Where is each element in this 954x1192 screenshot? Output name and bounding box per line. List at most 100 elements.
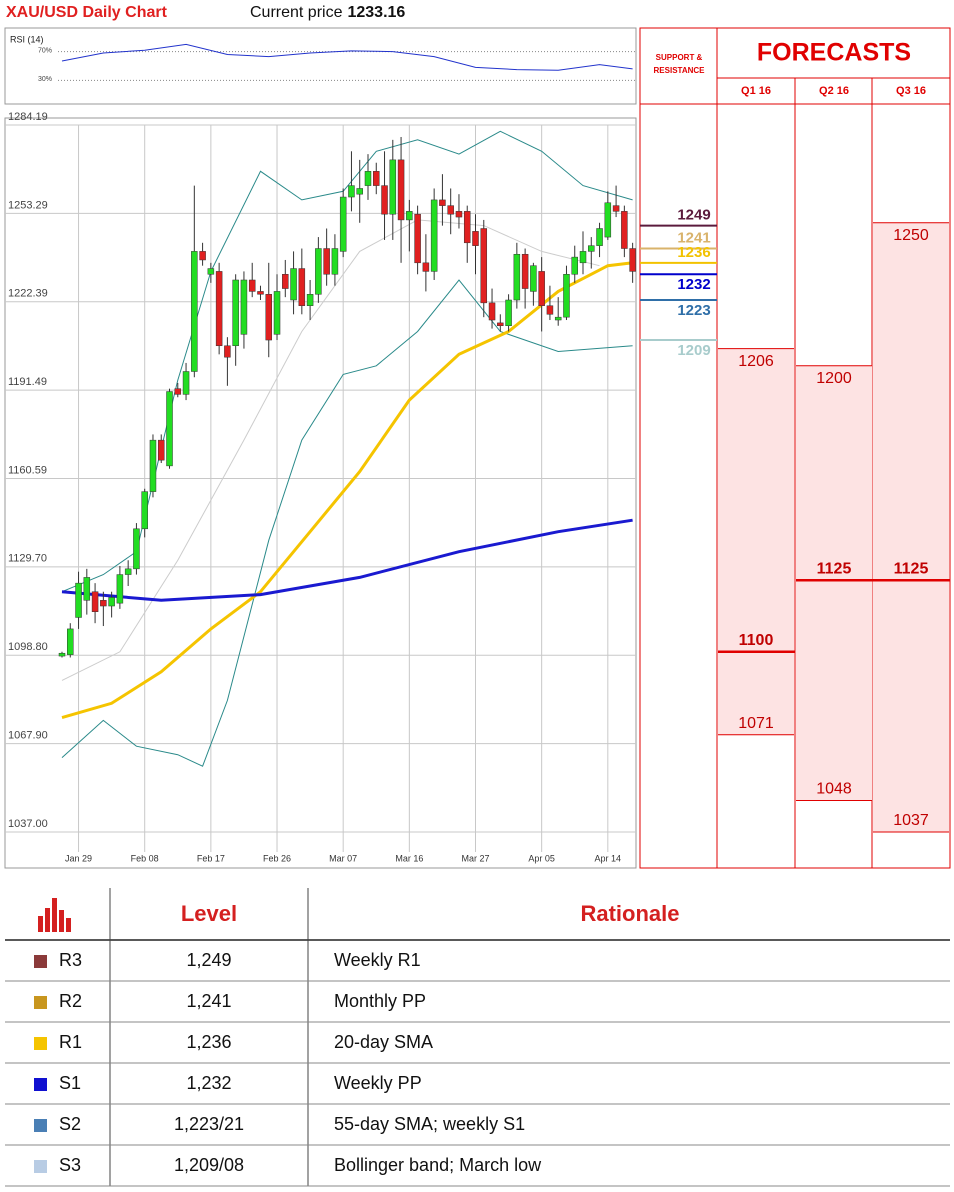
x-tick-label: Apr 05 [528, 853, 555, 863]
level-name: S2 [59, 1114, 81, 1134]
y-tick-label: 1191.49 [8, 376, 47, 388]
candle-body [141, 491, 148, 530]
candle-body [447, 205, 454, 215]
candle-body [67, 628, 74, 655]
level-value: 1,232 [186, 1073, 231, 1093]
candle-body [232, 279, 239, 347]
candle-body [373, 171, 380, 186]
candle-body [406, 211, 413, 221]
candle-body [298, 268, 306, 306]
candle-body [91, 591, 99, 612]
rsi-line [61, 43, 633, 71]
x-tick-label: Apr 14 [595, 853, 622, 863]
forecast-title: FORECASTS [757, 39, 911, 67]
candle-body [124, 568, 132, 575]
x-tick-label: Mar 27 [461, 853, 489, 863]
level-name: R3 [59, 950, 82, 970]
candle-body [290, 268, 297, 301]
candle-body [207, 268, 215, 275]
rsi-label: RSI (14) [10, 34, 44, 44]
level-swatch [34, 1037, 47, 1050]
y-tick-label: 1098.80 [8, 641, 48, 653]
y-tick-label: 1222.39 [8, 288, 48, 300]
candle-body [530, 265, 537, 292]
price-label: Current price 1233.16 [250, 4, 405, 21]
forecast-range [796, 365, 872, 801]
candle-body [588, 245, 595, 252]
candle-body [331, 248, 339, 275]
quarter-label: Q3 16 [896, 85, 926, 97]
candle-body [306, 294, 314, 306]
candle-body [248, 279, 256, 292]
candle-body [488, 302, 496, 321]
candle-body [182, 371, 190, 395]
chart-title: XAU/USD Daily Chart [6, 4, 168, 21]
candle-body [315, 248, 322, 295]
candle-body [75, 582, 82, 618]
forecast-range [718, 348, 794, 735]
table-icon [38, 898, 71, 932]
rsi-tick-label: 70% [38, 47, 52, 54]
rsi-tick-label: 30% [38, 76, 52, 83]
candle-body [273, 291, 281, 335]
level-label: 1249 [677, 207, 710, 224]
candle-body [579, 251, 587, 264]
y-tick-label: 1067.90 [8, 729, 48, 741]
forecast-low-label: 1048 [816, 781, 852, 798]
x-tick-label: Mar 16 [395, 853, 423, 863]
candle-body [554, 316, 562, 321]
y-tick-label: 1284.19 [8, 111, 48, 123]
level-value: 1,236 [186, 1032, 231, 1052]
candle-body [480, 228, 488, 304]
candle-body [596, 228, 603, 246]
level-value: 1,241 [186, 991, 231, 1011]
quarter-label: Q2 16 [819, 85, 849, 97]
candle-body [381, 185, 388, 215]
candle-body [513, 253, 521, 301]
level-name: S3 [59, 1155, 81, 1175]
candle-body [571, 256, 578, 275]
candle-body [612, 205, 620, 212]
forecast-high-label: 1200 [816, 370, 852, 387]
rsi-frame [4, 27, 637, 105]
indicator-line [61, 219, 600, 681]
forecast-high-label: 1250 [893, 227, 929, 244]
candle-body [629, 248, 636, 272]
x-tick-label: Feb 08 [131, 853, 159, 863]
candle-body [339, 196, 347, 252]
x-tick-label: Jan 29 [65, 853, 92, 863]
y-tick-label: 1253.29 [8, 199, 48, 211]
candle-body [463, 211, 471, 244]
candle-body [356, 188, 363, 195]
forecast-median-label: 1125 [817, 561, 852, 578]
candle-body [265, 294, 272, 341]
candle-body [497, 322, 504, 326]
candle-body [364, 171, 372, 186]
candle-body [116, 574, 124, 604]
y-tick-label: 1129.70 [8, 553, 47, 565]
y-tick-label: 1037.00 [8, 818, 48, 830]
forecast-median-label: 1100 [739, 632, 774, 649]
candle-body [224, 345, 231, 358]
price-caption: Current price [250, 4, 343, 21]
candle-body [472, 231, 479, 246]
level-rationale: Bollinger band; March low [334, 1155, 542, 1175]
forecast-low-label: 1071 [738, 715, 774, 732]
candle-body [348, 185, 355, 198]
x-tick-label: Mar 07 [329, 853, 357, 863]
level-value: 1,209/08 [174, 1155, 244, 1175]
level-label: 1223 [677, 302, 710, 319]
candle-body [166, 391, 173, 467]
candle-body [240, 279, 248, 335]
candle-body [323, 248, 330, 275]
y-tick-label: 1160.59 [8, 464, 47, 476]
candle-body [83, 577, 91, 601]
candle-body [199, 251, 206, 261]
candle-body [174, 388, 182, 395]
level-rationale: 55-day SMA; weekly S1 [334, 1114, 525, 1134]
candle-body [505, 299, 512, 326]
level-rationale: Weekly PP [334, 1073, 422, 1093]
candle-body [604, 202, 612, 238]
quarter-label: Q1 16 [741, 85, 771, 97]
